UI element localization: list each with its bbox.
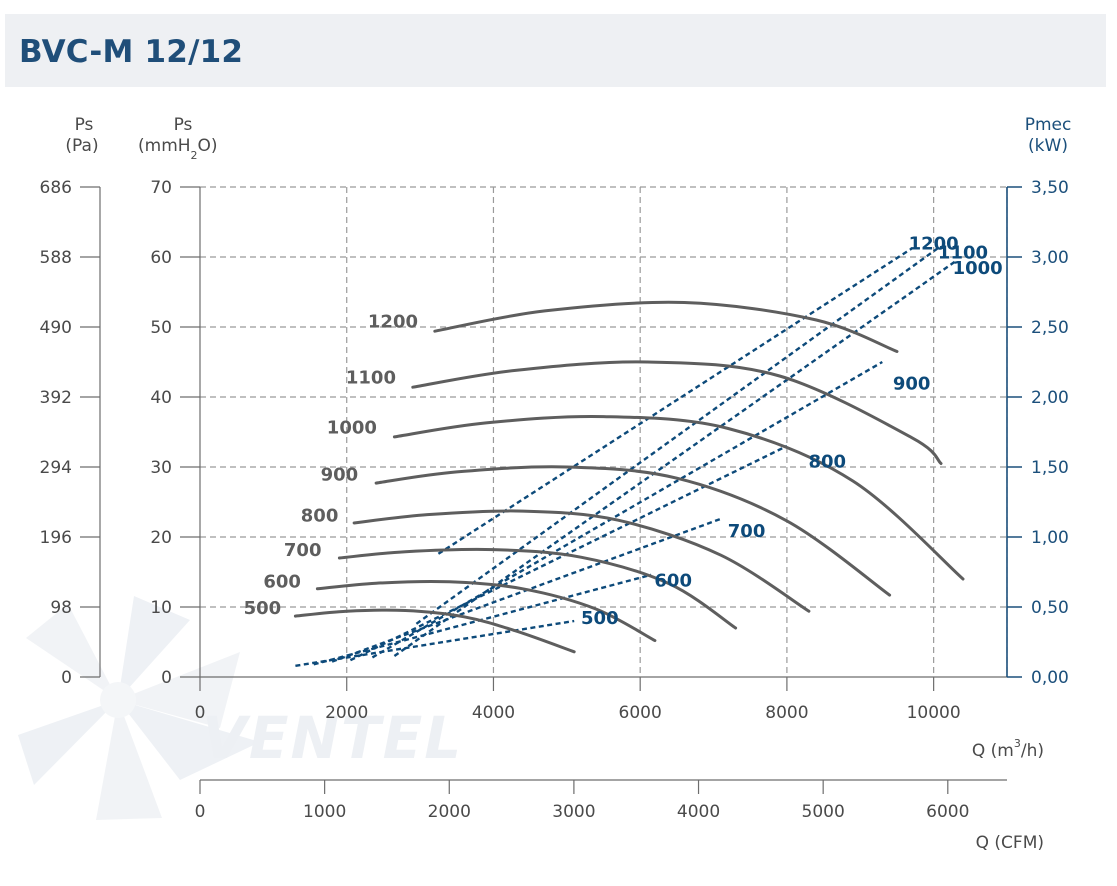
cfm-tick-label: 4000 — [677, 802, 720, 822]
power-curve-label-1200: 1200 — [909, 233, 959, 254]
y-tick-label-mmh2o: 30 — [150, 458, 172, 478]
kw-axis-title: Pmec — [1025, 115, 1072, 135]
axis-headers: Ps (Pa) Ps (mmH2O) Pmec (kW) Q (m3/h) Q … — [65, 115, 1071, 853]
power-curve-label-900: 900 — [893, 373, 931, 394]
y-tick-label-pa: 0 — [61, 668, 72, 688]
power-curve-label-1000: 1000 — [953, 258, 1003, 279]
y-tick-label-mmh2o: 20 — [150, 528, 172, 548]
x-tick-label: 10000 — [907, 703, 961, 723]
pressure-curve-900 — [374, 465, 892, 597]
y2-tick-label-kw: 0,00 — [1031, 668, 1069, 688]
x-tick-label: 4000 — [472, 703, 515, 723]
pressure-curve-label-800: 800 — [301, 506, 339, 527]
x-tick-label: 0 — [195, 703, 206, 723]
cfm-tick-label: 2000 — [428, 802, 471, 822]
cfm-tick-label: 3000 — [552, 802, 595, 822]
pressure-curve-label-500: 500 — [244, 598, 282, 619]
q-m3h-axis-title: Q (m3/h) — [972, 737, 1044, 761]
mmh2o-axis-title: Ps — [174, 115, 193, 135]
power-curve-label-700: 700 — [728, 521, 766, 542]
y2-tick-label-kw: 0,50 — [1031, 598, 1069, 618]
y2-tick-label-kw: 1,00 — [1031, 528, 1069, 548]
y2-tick-label-kw: 2,00 — [1031, 388, 1069, 408]
pressure-curve-label-700: 700 — [284, 540, 322, 561]
cfm-tick-label: 6000 — [926, 802, 969, 822]
pa-axis-unit: (Pa) — [65, 136, 98, 156]
title-band: BVC-M 12/12 — [5, 14, 1106, 87]
pressure-curve-500 — [293, 608, 576, 654]
q-m3h-axis-suffix: /h) — [1021, 741, 1044, 761]
pressure-curve-label-900: 900 — [321, 464, 359, 485]
y-tick-label-mmh2o: 70 — [150, 178, 172, 198]
page-title: BVC-M 12/12 — [19, 34, 244, 70]
mmh2o-axis-unit-subscript: 2 — [191, 149, 198, 162]
y-tick-label-mmh2o: 10 — [150, 598, 172, 618]
y-tick-label-pa: 490 — [40, 318, 72, 338]
y-tick-label-pa: 98 — [50, 598, 72, 618]
pa-axis-title: Ps — [75, 115, 94, 135]
kw-axis-unit: (kW) — [1028, 136, 1068, 156]
mmh2o-axis-unit-prefix: (mmH — [138, 136, 191, 156]
y2-tick-label-kw: 3,50 — [1031, 178, 1069, 198]
q-m3h-axis-prefix: Q (m — [972, 741, 1014, 761]
power-curve-800 — [349, 444, 788, 662]
pressure-curve-label-600: 600 — [263, 571, 301, 592]
curve-labels: 5006007008009001000110012005006007008009… — [244, 233, 1003, 629]
q-cfm-axis-title: Q (CFM) — [976, 833, 1044, 853]
power-curve-900 — [371, 360, 883, 659]
pressure-curves — [293, 300, 965, 654]
y2-tick-label-kw: 1,50 — [1031, 458, 1069, 478]
power-curve-label-800: 800 — [808, 452, 846, 473]
grid — [200, 186, 1008, 677]
pressure-curve-1100 — [411, 360, 943, 465]
pressure-curve-1000 — [392, 414, 965, 581]
x-tick-label: 8000 — [765, 703, 808, 723]
cfm-tick-label: 5000 — [802, 802, 845, 822]
y-tick-label-pa: 392 — [40, 388, 72, 408]
cfm-tick-label: 1000 — [303, 802, 346, 822]
q-m3h-axis-superscript: 3 — [1014, 737, 1021, 750]
mmh2o-axis-unit: (mmH2O) — [138, 136, 218, 162]
watermark: VENTEL — [18, 596, 463, 820]
mmh2o-axis-unit-suffix: O) — [198, 136, 218, 156]
y-tick-label-mmh2o: 60 — [150, 248, 172, 268]
y-tick-label-pa: 588 — [40, 248, 72, 268]
power-curve-1000 — [393, 260, 957, 657]
x-tick-label: 6000 — [619, 703, 662, 723]
y-tick-label-pa: 294 — [40, 458, 72, 478]
y-tick-label-mmh2o: 50 — [150, 318, 172, 338]
power-curve-500 — [295, 619, 575, 667]
pressure-curve-label-1200: 1200 — [368, 312, 418, 333]
power-curve-label-1100: 1100 — [938, 242, 988, 263]
y2-tick-label-kw: 2,50 — [1031, 318, 1069, 338]
power-curve-1100 — [415, 247, 939, 625]
pressure-curve-label-1100: 1100 — [346, 368, 396, 389]
cfm-tick-label: 0 — [195, 802, 206, 822]
pressure-curve-700 — [337, 547, 738, 630]
y2-tick-label-kw: 3,00 — [1031, 248, 1069, 268]
y-tick-label-mmh2o: 0 — [161, 668, 172, 688]
power-curve-label-500: 500 — [581, 608, 619, 629]
pressure-curve-1200 — [433, 300, 899, 353]
power-curve-1200 — [437, 247, 913, 555]
x-tick-label: 2000 — [325, 703, 368, 723]
watermark-text: VENTEL — [202, 704, 463, 772]
y-tick-label-pa: 196 — [40, 528, 72, 548]
y-tick-label-mmh2o: 40 — [150, 388, 172, 408]
pressure-curve-label-1000: 1000 — [327, 417, 377, 438]
fan-logo-icon — [18, 596, 260, 820]
power-curve-label-600: 600 — [654, 571, 692, 592]
y-tick-label-pa: 686 — [40, 178, 72, 198]
pressure-curve-600 — [315, 579, 657, 643]
pressure-curve-800 — [352, 509, 811, 613]
